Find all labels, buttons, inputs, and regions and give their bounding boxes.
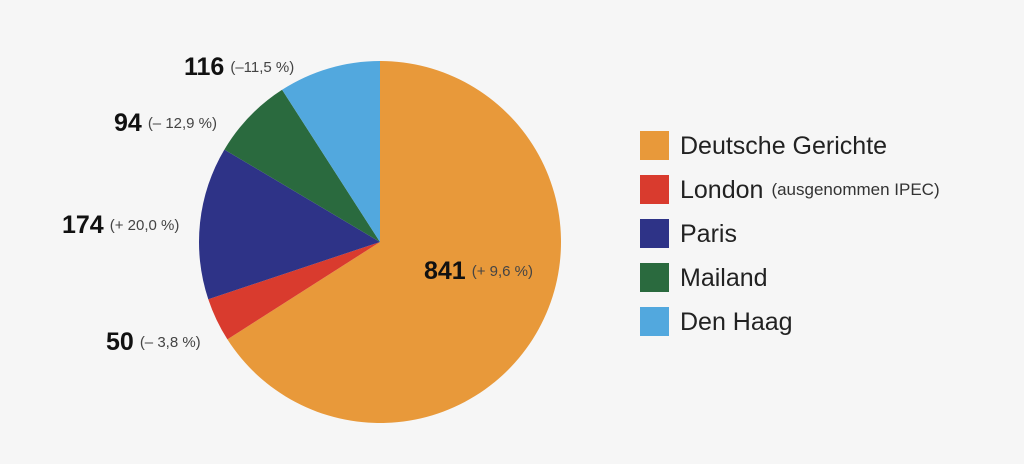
change-label: (– 12,9 %) [148,115,217,132]
legend-label: London [680,176,763,204]
legend-entry: Mailand [680,264,768,292]
legend-swatch [640,307,669,336]
value-label: 841 [424,257,466,285]
legend-entry: Den Haag [680,308,793,336]
legend-entry: Deutsche Gerichte [680,132,887,160]
change-label: (–11,5 %) [230,59,294,76]
legend-entry: London (ausgenommen IPEC) [680,176,940,204]
change-label: (– 3,8 %) [140,334,201,351]
legend-swatch [640,263,669,292]
data-label: 50 (– 3,8 %) [106,328,201,356]
legend-label: Paris [680,220,737,248]
value-label: 174 [62,211,104,239]
legend-label: Den Haag [680,308,793,336]
change-label: (+ 9,6 %) [472,263,533,280]
legend-swatch [640,175,669,204]
pie-slice [208,242,380,340]
value-label: 50 [106,328,134,356]
pie-slice [199,149,380,300]
value-label: 116 [184,53,224,81]
legend-label: Deutsche Gerichte [680,132,887,160]
data-label: 841 (+ 9,6 %) [424,257,533,285]
legend-swatch [640,219,669,248]
legend-entry: Paris [680,220,737,248]
pie-slice [282,61,380,242]
pie-slice [227,61,561,423]
data-label: 116 (–11,5 %) [184,53,294,81]
legend-label: Mailand [680,264,768,292]
legend-note: (ausgenommen IPEC) [771,180,939,199]
data-label: 94 (– 12,9 %) [114,109,217,137]
pie-slice [224,89,380,242]
legend-swatch [640,131,669,160]
data-label: 174 (+ 20,0 %) [62,211,179,239]
value-label: 94 [114,109,142,137]
change-label: (+ 20,0 %) [110,217,180,234]
